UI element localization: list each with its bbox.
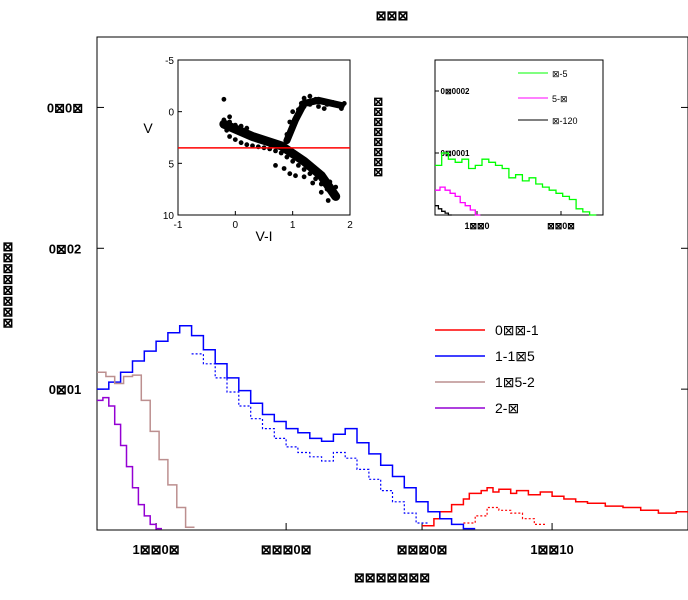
scatter-point — [301, 95, 307, 101]
hist-legend: ⊠-5 5-⊠ ⊠-120 — [518, 69, 578, 126]
scatter-point — [316, 104, 321, 109]
scatter-xtick-label: 2 — [347, 220, 353, 231]
scatter-point — [301, 174, 307, 180]
scatter-point — [227, 134, 233, 139]
main-xlabel: ⊠⊠⊠⊠⊠⊠⊠ — [354, 570, 430, 585]
scatter-point — [238, 140, 244, 146]
series-dotted-0 — [463, 506, 547, 525]
hist-inset-frame — [434, 59, 604, 216]
scatter-point — [221, 96, 227, 102]
scatter-point — [321, 106, 327, 111]
scatter-point — [273, 163, 278, 168]
scatter-point — [325, 198, 331, 203]
main-xtick-label: 1⊠⊠0⊠ — [133, 542, 180, 557]
legend-label-0: 0⊠⊠-1 — [495, 322, 539, 338]
scatter-ticks: -1 0 1 2 -5 0 5 10 — [163, 56, 353, 231]
scatter-density-band — [219, 119, 341, 201]
hist-series — [435, 152, 597, 216]
hist-ticks: 1⊠⊠0 ⊠⊠0⊠ 0⊠0001 0⊠0002 — [435, 87, 575, 231]
scatter-point — [293, 173, 298, 179]
legend-label-2: 1⊠5-2 — [495, 374, 535, 390]
scatter-points — [219, 93, 347, 203]
scatter-xtick-label: 1 — [290, 220, 296, 231]
hist-legend-label-0: ⊠-5 — [552, 69, 568, 79]
scatter-ytick-label: -5 — [165, 56, 174, 67]
scatter-xlabel: V-I — [255, 228, 272, 244]
series-line-2 — [97, 371, 195, 528]
legend-label-1: 1-1⊠5 — [495, 348, 535, 364]
series-line-3 — [97, 396, 162, 530]
series-line-1 — [97, 325, 476, 530]
scatter-point — [244, 142, 250, 148]
main-ytick-label: 0⊠0⊠ — [47, 100, 83, 115]
scatter-point — [287, 171, 293, 177]
scatter-point — [281, 166, 287, 171]
legend-label-3: 2-⊠ — [495, 400, 519, 416]
scatter-point — [290, 109, 296, 115]
scatter-point — [232, 137, 238, 143]
scatter-point — [273, 148, 278, 154]
hist-xtick-label: 1⊠⊠0 — [464, 221, 489, 231]
scatter-xtick-label: -1 — [174, 220, 183, 231]
scatter-ytick-label: 0 — [168, 108, 174, 119]
scatter-point — [318, 189, 324, 195]
scatter-point — [296, 163, 301, 168]
main-ylabel: ⊠⊠⊠⊠⊠⊠⊠⊠ — [0, 241, 15, 328]
scatter-density-branch — [283, 96, 345, 145]
scatter-xtick-label: 0 — [233, 220, 239, 231]
hist-series-line-1 — [435, 186, 481, 216]
hist-xtick-label: ⊠⊠0⊠ — [547, 221, 575, 231]
scatter-point — [307, 93, 313, 99]
scatter-ytick-label: 10 — [163, 211, 175, 222]
main-ytick-label: 0⊠02 — [49, 241, 82, 256]
hist-ytick-label: 0⊠0001 — [441, 149, 471, 158]
main-xtick-label: ⊠⊠⊠0⊠ — [261, 542, 312, 557]
series-dotted-1 — [191, 353, 428, 524]
main-legend: 0⊠⊠-1 1-1⊠5 1⊠5-2 2-⊠ — [435, 322, 539, 416]
scatter-point — [250, 143, 255, 149]
scatter-point — [310, 180, 316, 186]
scatter-ylabel: V — [143, 120, 153, 136]
main-ticks: 1⊠⊠0⊠ ⊠⊠⊠0⊠ ⊠⊠⊠0⊠ 1⊠⊠100⊠010⊠020⊠0⊠ — [47, 100, 688, 557]
hist-series-line-2 — [435, 205, 452, 216]
main-xtick-label: 1⊠⊠10 — [530, 542, 573, 557]
hist-ytick-label: 0⊠0002 — [441, 87, 471, 96]
main-xtick-label: ⊠⊠⊠0⊠ — [397, 542, 448, 557]
scatter-ytick-label: 5 — [168, 159, 174, 170]
scatter-point — [290, 158, 296, 164]
main-plot-frame — [96, 36, 688, 531]
hist-legend-label-1: 5-⊠ — [552, 94, 568, 104]
chart-title: ⊠⊠⊠ — [376, 8, 409, 23]
hist-series-line-0 — [435, 152, 597, 216]
series-line-0 — [422, 486, 688, 527]
main-series — [97, 325, 688, 530]
hist-ylabel: ⊠⊠⊠⊠⊠⊠⊠⊠ — [371, 97, 385, 177]
main-ytick-label: 0⊠01 — [49, 382, 82, 397]
scatter-point — [301, 167, 307, 172]
scatter-point — [227, 114, 233, 120]
hist-legend-label-2: ⊠-120 — [552, 116, 578, 126]
